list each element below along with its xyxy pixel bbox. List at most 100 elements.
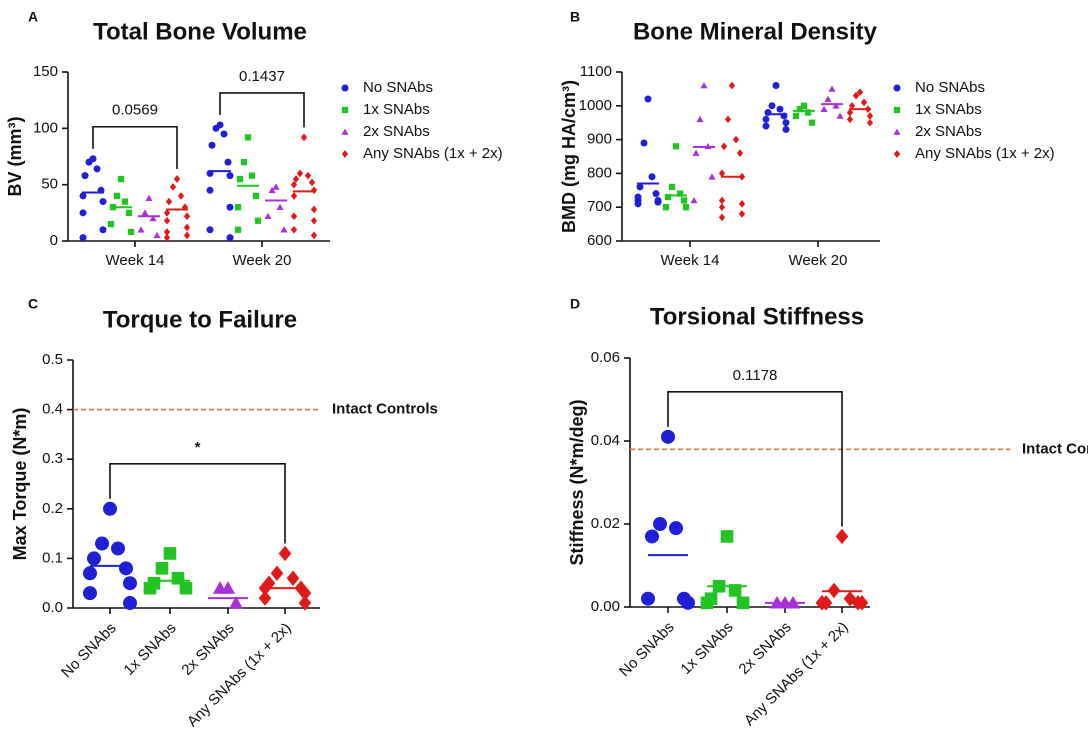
point <box>718 203 726 212</box>
legend-label: 1x SNAbs <box>915 101 982 118</box>
point <box>153 231 161 239</box>
legend-marker <box>893 106 901 114</box>
point <box>252 192 260 200</box>
point <box>738 199 746 208</box>
point <box>258 590 272 606</box>
point <box>681 595 695 610</box>
point <box>836 112 844 119</box>
point <box>866 118 874 127</box>
point <box>828 85 836 92</box>
legend-label: Any SNAbs (1x + 2x) <box>915 145 1055 162</box>
point <box>640 139 648 147</box>
point <box>290 180 298 189</box>
point <box>736 596 750 610</box>
legend-label: 1x SNAbs <box>363 101 430 118</box>
point <box>268 186 276 194</box>
point <box>183 223 191 232</box>
point <box>149 214 157 222</box>
point <box>692 149 700 156</box>
point <box>634 193 642 201</box>
y-axis-label: BV (mm³) <box>5 116 25 196</box>
panel-letter: B <box>570 9 580 25</box>
point <box>220 130 228 138</box>
point <box>662 204 670 211</box>
point <box>298 585 312 601</box>
point <box>732 135 740 144</box>
point <box>680 197 688 204</box>
point <box>855 595 869 611</box>
point <box>244 134 252 141</box>
point <box>264 212 272 220</box>
y-tick-label: 100 <box>33 119 58 136</box>
point <box>682 204 690 211</box>
point <box>724 115 732 124</box>
point <box>125 209 133 216</box>
point <box>145 194 153 201</box>
point <box>173 175 181 183</box>
x-tick-label: No SNAbs <box>616 619 678 681</box>
point <box>672 143 680 150</box>
y-axis-label: BMD (mg HA/cm³) <box>559 80 579 233</box>
bracket <box>92 125 178 170</box>
point <box>123 576 137 591</box>
y-tick-label: 0.3 <box>42 450 63 467</box>
point <box>85 158 93 166</box>
point <box>79 234 87 242</box>
point <box>718 196 726 205</box>
y-axis-label: Max Torque (N*m) <box>10 408 30 561</box>
point <box>119 561 133 576</box>
bracket-label: * <box>195 439 201 456</box>
point <box>664 193 672 201</box>
point <box>824 95 832 102</box>
legend-marker <box>341 106 349 114</box>
point <box>653 517 667 531</box>
y-tick-label: 0.04 <box>591 432 620 449</box>
point <box>738 210 746 218</box>
legend-marker <box>341 150 349 158</box>
point <box>163 547 177 560</box>
point <box>700 82 708 89</box>
point <box>708 173 716 180</box>
point <box>728 81 736 90</box>
point <box>236 175 244 183</box>
y-tick-label: 1000 <box>579 97 612 114</box>
y-tick-label: 0.4 <box>42 401 63 418</box>
panel-letter: D <box>570 296 580 312</box>
point <box>137 226 145 233</box>
x-tick-label: Any SNAbs (1x + 2x) <box>184 620 295 731</box>
point <box>648 173 656 181</box>
point <box>226 203 234 211</box>
point <box>278 545 292 562</box>
point <box>310 216 318 225</box>
x-tick-label: 1x SNAbs <box>677 619 736 678</box>
point <box>300 133 308 142</box>
point <box>254 217 262 224</box>
point <box>304 171 312 180</box>
x-tick-label: 1x SNAbs <box>120 620 179 679</box>
point <box>310 231 318 240</box>
y-tick-label: 0.0 <box>42 599 63 616</box>
x-tick-label: 2x SNAbs <box>735 619 794 678</box>
point <box>224 158 232 166</box>
point <box>792 112 800 120</box>
y-tick-label: 800 <box>587 164 612 181</box>
point <box>163 233 171 242</box>
legend-label: No SNAbs <box>363 79 433 96</box>
bracket-label: 0.1437 <box>239 68 285 85</box>
point <box>645 529 659 544</box>
bracket-label: 0.0569 <box>112 102 158 119</box>
point <box>782 125 790 133</box>
y-tick-label: 0.1 <box>42 549 63 566</box>
point <box>856 88 864 97</box>
point <box>163 216 171 225</box>
point <box>641 591 655 606</box>
legend-label: No SNAbs <box>915 79 985 96</box>
legend-marker <box>893 84 901 92</box>
point <box>248 172 256 179</box>
point <box>107 220 115 228</box>
point <box>206 226 214 234</box>
point <box>652 190 660 198</box>
point <box>661 429 675 444</box>
point <box>308 178 316 187</box>
